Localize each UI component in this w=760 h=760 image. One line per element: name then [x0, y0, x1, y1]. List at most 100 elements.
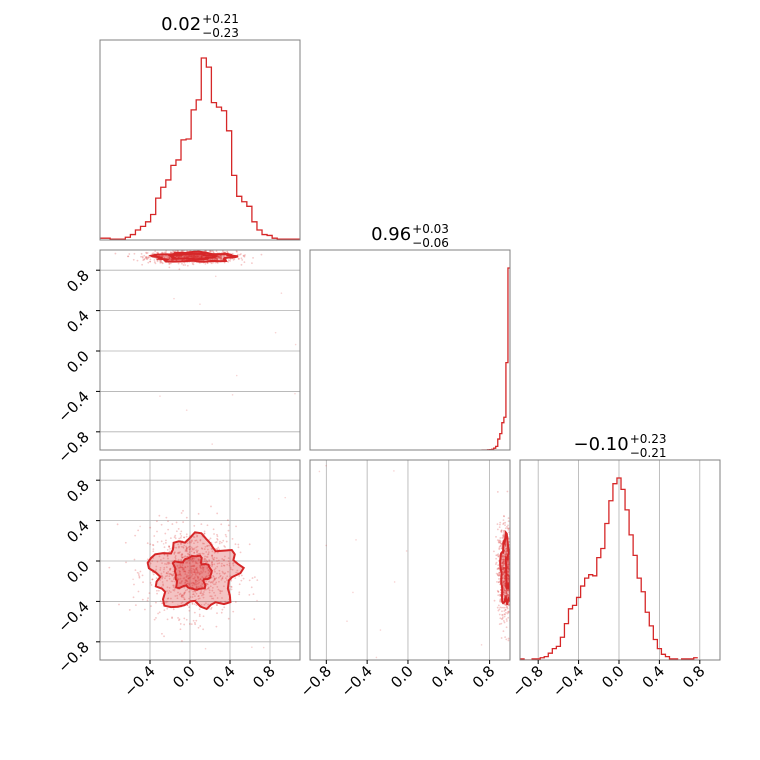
sample-point — [511, 560, 513, 562]
sample-point — [505, 548, 508, 551]
sample-point — [200, 255, 203, 258]
sample-point — [141, 256, 144, 259]
y-tick-label: 0.8 — [63, 476, 93, 506]
outlier-point — [355, 539, 357, 541]
sample-point — [513, 569, 515, 571]
sample-point — [207, 568, 210, 571]
sample-point — [182, 255, 185, 257]
sample-point — [201, 255, 203, 258]
y-tick-label: −0.8 — [54, 638, 92, 676]
sample-point — [220, 255, 223, 257]
sample-point — [505, 611, 507, 614]
sample-point — [187, 577, 190, 580]
sample-point — [502, 584, 505, 587]
sample-point — [154, 250, 157, 253]
sample-point — [180, 555, 183, 557]
sample-point — [502, 560, 505, 563]
sample-point — [192, 255, 195, 258]
sample-point — [193, 565, 196, 568]
sample-point — [160, 523, 163, 526]
sample-point — [205, 582, 208, 585]
sample-point — [213, 577, 216, 580]
sample-point — [503, 566, 506, 569]
sample-point — [505, 547, 508, 550]
sample-point — [499, 542, 502, 545]
sample-point — [223, 251, 226, 254]
sample-point — [511, 607, 513, 609]
sample-point — [496, 574, 499, 576]
sample-point — [183, 586, 186, 589]
sample-point — [205, 580, 207, 583]
sample-point — [511, 589, 513, 591]
sample-point — [136, 259, 139, 262]
outlier-point — [256, 599, 258, 602]
sample-point — [182, 567, 185, 570]
sample-point — [192, 263, 195, 266]
sample-point — [196, 569, 199, 572]
sample-point — [152, 543, 154, 546]
sample-point — [503, 580, 506, 583]
sample-point — [193, 571, 196, 574]
sample-point — [503, 568, 506, 571]
sample-point — [494, 563, 497, 565]
histogram-steps — [520, 477, 698, 660]
sample-point — [502, 558, 505, 561]
sample-point — [142, 259, 145, 261]
sample-point — [200, 255, 203, 258]
sample-point — [197, 626, 200, 629]
sample-point — [133, 558, 136, 561]
sample-point — [184, 582, 187, 584]
sample-point — [193, 582, 196, 585]
sample-point — [502, 515, 505, 517]
sample-point — [497, 555, 500, 557]
sample-point — [499, 545, 502, 547]
sample-point — [496, 567, 499, 570]
sample-point — [159, 569, 162, 571]
sample-point — [214, 258, 217, 260]
sample-point — [198, 613, 201, 616]
sample-point — [207, 553, 209, 556]
sample-point — [505, 606, 508, 609]
sample-point — [496, 573, 499, 575]
sample-point — [237, 543, 240, 546]
sample-point — [516, 576, 518, 578]
sample-point — [191, 548, 194, 551]
sample-point — [174, 534, 177, 537]
sample-point — [159, 260, 162, 263]
sample-point — [196, 255, 199, 258]
sample-point — [206, 544, 209, 547]
sample-point — [503, 578, 506, 581]
sample-point — [214, 541, 217, 544]
sample-point — [507, 570, 509, 573]
sample-point — [188, 255, 191, 258]
sample-point — [204, 262, 207, 265]
sample-point — [183, 623, 186, 626]
sample-point — [165, 572, 168, 575]
sample-point — [211, 557, 214, 559]
sample-point — [181, 566, 184, 569]
sample-point — [505, 553, 508, 555]
sample-point — [219, 256, 222, 259]
sample-point — [240, 253, 242, 255]
sample-point — [179, 577, 182, 580]
contour-39 — [168, 252, 219, 261]
axes-frame — [519, 459, 721, 661]
sample-point — [170, 573, 173, 576]
sample-point — [156, 589, 158, 592]
sample-point — [177, 255, 180, 258]
sample-point — [502, 535, 505, 538]
sample-point — [199, 566, 202, 569]
sample-point — [196, 255, 199, 258]
sample-point — [179, 592, 182, 595]
sample-point — [186, 264, 189, 267]
sample-point — [209, 595, 212, 598]
sample-point — [503, 529, 505, 532]
sample-point — [512, 569, 514, 571]
sample-point — [498, 541, 501, 543]
sample-point — [206, 587, 209, 590]
sample-point — [236, 569, 239, 572]
sample-point — [501, 562, 504, 565]
outlier-point — [214, 275, 217, 278]
sample-point — [222, 564, 225, 567]
sample-point — [191, 557, 194, 560]
